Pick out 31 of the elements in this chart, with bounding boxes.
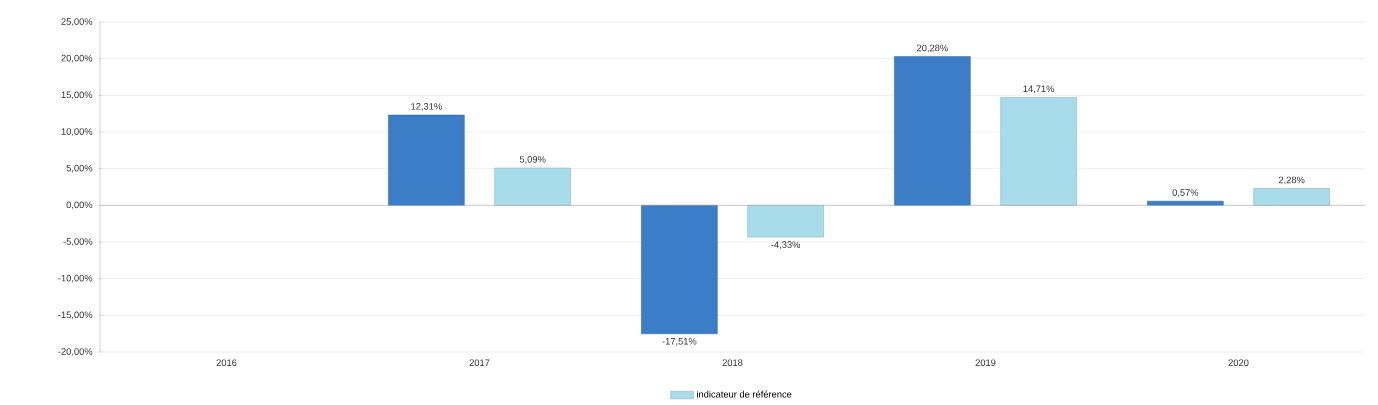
bar xyxy=(894,56,971,206)
y-tick-label: 15,00% xyxy=(61,91,93,100)
data-label: -17,51% xyxy=(662,338,697,346)
bar xyxy=(747,205,824,238)
data-label: 14,71% xyxy=(1023,85,1055,94)
bar xyxy=(388,114,465,206)
data-label: 12,31% xyxy=(411,103,442,111)
x-tick-label: 2019 xyxy=(975,359,996,366)
bar xyxy=(641,205,718,335)
data-label: 20,28% xyxy=(917,44,948,53)
y-tick-label: -5,00% xyxy=(63,238,93,246)
x-tick-label: 2017 xyxy=(469,359,490,366)
bar xyxy=(1000,97,1077,206)
x-tick-label: 2020 xyxy=(1228,359,1249,366)
y-tick-label: 0,00% xyxy=(66,201,93,210)
data-label: -4,33% xyxy=(771,241,801,250)
bar xyxy=(494,167,571,206)
y-tick-label: -15,00% xyxy=(58,311,93,320)
y-tick-label: 20,00% xyxy=(61,54,93,63)
legend-label: indicateur de référence xyxy=(697,390,792,398)
y-tick-label: -20,00% xyxy=(58,348,93,356)
x-tick-label: 2018 xyxy=(722,359,743,366)
y-tick-label: 10,00% xyxy=(61,128,93,136)
x-tick-label: 2016 xyxy=(216,359,237,366)
y-tick-label: 25,00% xyxy=(61,18,93,26)
y-tick-label: 5,00% xyxy=(66,164,93,173)
data-label: 0,57% xyxy=(1172,189,1199,197)
y-tick-label: -10,00% xyxy=(58,274,93,283)
data-label: 5,09% xyxy=(519,156,546,164)
data-label: 2,28% xyxy=(1278,176,1305,185)
bar xyxy=(1253,188,1330,206)
